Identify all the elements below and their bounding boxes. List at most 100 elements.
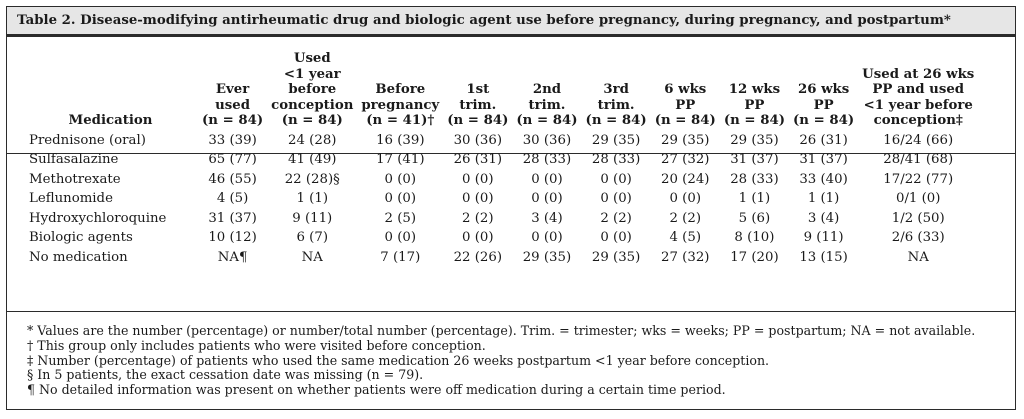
column-header-line: trim. [597, 97, 635, 113]
column-header-line: 3rd [603, 82, 629, 97]
table-cell: 22 (26) [453, 250, 503, 266]
table-cell: 0 (0) [531, 191, 563, 207]
table-cell: 28 (33) [522, 152, 572, 168]
table-cell: 17 (41) [376, 152, 425, 168]
medication-name: Leflunomide [29, 191, 113, 207]
medication-name: Hydroxychloroquine [29, 210, 167, 226]
table-cell: 10 (12) [208, 230, 257, 246]
column-header-line: PP [675, 97, 696, 113]
table-cell: 26 (31) [453, 152, 503, 168]
column-header-line: (n = 84) [585, 113, 647, 128]
medication-name: Sulfasalazine [29, 152, 119, 168]
column-header-line: 26 wks [797, 82, 850, 97]
column-header-line: Medication [68, 113, 153, 128]
table-cell: 13 (15) [799, 250, 848, 266]
table-cell: 0 (0) [384, 171, 417, 187]
column-header-line: (n = 84) [516, 113, 578, 128]
table-cell: 16 (39) [376, 132, 425, 148]
column-header: Ever used (n = 84) [198, 51, 267, 131]
table-cell: 30 (36) [453, 132, 503, 148]
table-cell: 0 (0) [669, 191, 702, 207]
table-cell: 0 (0) [462, 171, 494, 187]
column-header-line: (n = 84) [654, 113, 716, 128]
table-cell: 30 (36) [522, 132, 572, 148]
table-cell: 0 (0) [384, 191, 417, 207]
table-cell: 3 (4) [807, 210, 840, 226]
column-header: 3rd trim. (n = 84) [582, 51, 651, 131]
table-cell: 26 (31) [799, 132, 848, 148]
column-header: Before pregnancy (n = 41)† [357, 51, 443, 131]
medication-name: Methotrexate [29, 171, 121, 187]
table-row: No medication NA¶ NA 7 (17) 22 (26) 29 (35) 29… [19, 248, 978, 268]
column-header-medication: Medication [19, 51, 198, 131]
table-cell: 4 (5) [216, 191, 249, 207]
column-header-line: (n = 41)† [366, 113, 435, 128]
footnotes: * Values are the number (percentage) or … [27, 323, 976, 398]
column-header-line: 1st [466, 82, 490, 97]
table-row: Hydroxychloroquine 31 (37) 9 (11) 2 (5) 2 (2… [19, 209, 978, 229]
column-header-line: PP [744, 97, 765, 113]
column-header-line: pregnancy [361, 97, 440, 113]
table-row: Prednisone (oral) 33 (39) 24 (28) 16 (39) 30… [19, 131, 978, 151]
table-cell: 29 (35) [730, 132, 779, 148]
table-cell: 1 (1) [807, 191, 840, 207]
medication-name: Biologic agents [29, 230, 133, 246]
column-header: 26 wks PP (n = 84) [789, 51, 858, 131]
table-cell: 8 (10) [734, 230, 775, 246]
column-header-line: Ever [215, 82, 250, 97]
table-cell: 29 (35) [661, 132, 710, 148]
table-cell: 2 (5) [384, 210, 417, 226]
footnote: ¶ No detailed information was present on… [27, 382, 726, 398]
table-cell: 28 (33) [730, 171, 779, 187]
data-table: Medication Ever used (n = 84) Used <1 year bef… [19, 51, 978, 268]
table-cell: 29 (35) [591, 250, 641, 266]
column-header: 1st trim. (n = 84) [443, 51, 512, 131]
table-cell: NA¶ [217, 250, 248, 266]
table-cell: 24 (28) [288, 132, 337, 148]
column-header-line: Used [293, 51, 331, 66]
table-cell: 22 (28)§ [284, 171, 340, 187]
column-header-line: PP and used [872, 82, 965, 97]
column-header: Used <1 year before conception (n = 84) [267, 51, 357, 131]
table-cell: 2 (2) [462, 210, 494, 226]
table-cell: 5 (6) [738, 210, 771, 226]
table-cell: 0 (0) [384, 230, 417, 246]
column-header-line: 6 wks [664, 82, 707, 97]
column-header: Used at 26 wks PP and used <1 year before c… [858, 51, 978, 131]
table-cell: 27 (32) [661, 250, 710, 266]
table-cell: 28/41 (68) [883, 152, 954, 168]
table-cell: 0 (0) [600, 191, 632, 207]
table-cell: 29 (35) [522, 250, 572, 266]
table-cell: 0/1 (0) [895, 191, 941, 207]
column-header-line: trim. [528, 97, 566, 113]
column-header-line: <1 year before [863, 97, 973, 113]
column-header: 6 wks PP (n = 84) [651, 51, 720, 131]
footnote: † This group only includes patients who … [27, 337, 486, 353]
table-cell: NA [907, 250, 929, 266]
table-cell: 2 (2) [669, 210, 702, 226]
column-header-line: used [215, 97, 251, 113]
table-cell: 2/6 (33) [891, 230, 945, 246]
table-cell: 1/2 (50) [891, 210, 945, 226]
column-header-line: before [288, 82, 337, 97]
column-header-line: 12 wks [728, 82, 781, 97]
column-header-line: (n = 84) [793, 113, 855, 128]
footnote: § In 5 patients, the exact cessation dat… [27, 367, 424, 383]
header-row: Medication Ever used (n = 84) Used <1 year bef… [19, 51, 978, 131]
table-cell: 17 (20) [730, 250, 779, 266]
table-cell: 31 (37) [730, 152, 779, 168]
table-cell: 28 (33) [591, 152, 641, 168]
table-cell: 27 (32) [661, 152, 710, 168]
table-title: Table 2. Disease-modifying antirheumatic… [7, 7, 1015, 37]
column-header-line: (n = 84) [447, 113, 509, 128]
column-header-line: conception [271, 97, 354, 113]
table-row: Methotrexate 46 (55) 22 (28)§ 0 (0) 0 (0) 0 (… [19, 170, 978, 190]
table-row: Biologic agents 10 (12) 6 (7) 0 (0) 0 (0) 0 (… [19, 228, 978, 248]
table-cell: 1 (1) [296, 191, 329, 207]
footnote: * Values are the number (percentage) or … [27, 323, 976, 338]
column-header-line: PP [813, 97, 834, 113]
column-header-line: 2nd [532, 82, 562, 97]
medication-name: No medication [29, 250, 128, 266]
table-cell: 33 (39) [208, 132, 257, 148]
table-cell: 6 (7) [296, 230, 329, 246]
